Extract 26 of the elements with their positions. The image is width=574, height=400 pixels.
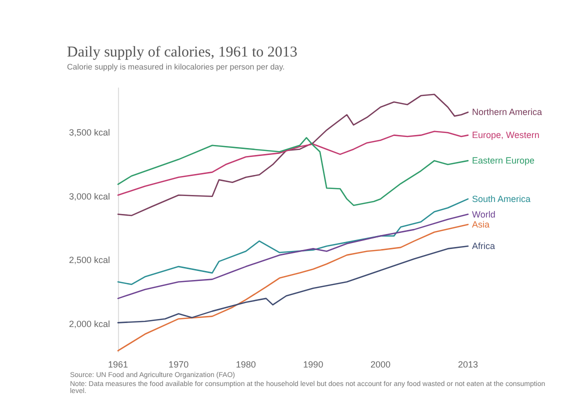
line-series [117, 130, 469, 196]
chart-title: Daily supply of calories, 1961 to 2013 [67, 44, 298, 60]
series-label: World [472, 209, 496, 220]
series-label: Asia [472, 219, 490, 230]
x-tick-label: 1990 [303, 360, 324, 370]
chart-subtitle: Calorie supply is measured in kilocalories per person per day. [67, 62, 285, 72]
x-tick-label: 1961 [108, 360, 128, 370]
series-label: Africa [472, 241, 496, 252]
line-series [117, 224, 469, 352]
x-tick-label: 1970 [168, 360, 189, 370]
line-series [117, 214, 469, 300]
x-tick-label: 1980 [236, 360, 256, 370]
line-series [117, 198, 469, 286]
y-tick-label: 3,500 kcal [68, 128, 110, 138]
series-label: South America [472, 194, 531, 204]
series-label: Northern America [472, 107, 542, 118]
y-tick-label: 2,500 kcal [68, 255, 110, 266]
y-tick-label: 2,000 kcal [68, 318, 110, 329]
x-tick-label: 2013 [458, 360, 478, 370]
x-tick-label: 2000 [370, 360, 391, 370]
series-label: Europe, Western [472, 130, 540, 140]
line-series [117, 245, 469, 324]
line-series [117, 94, 469, 216]
series-label: Eastern Europe [472, 156, 535, 166]
line-series [117, 137, 469, 206]
y-tick-label: 3,000 kcal [68, 191, 110, 202]
